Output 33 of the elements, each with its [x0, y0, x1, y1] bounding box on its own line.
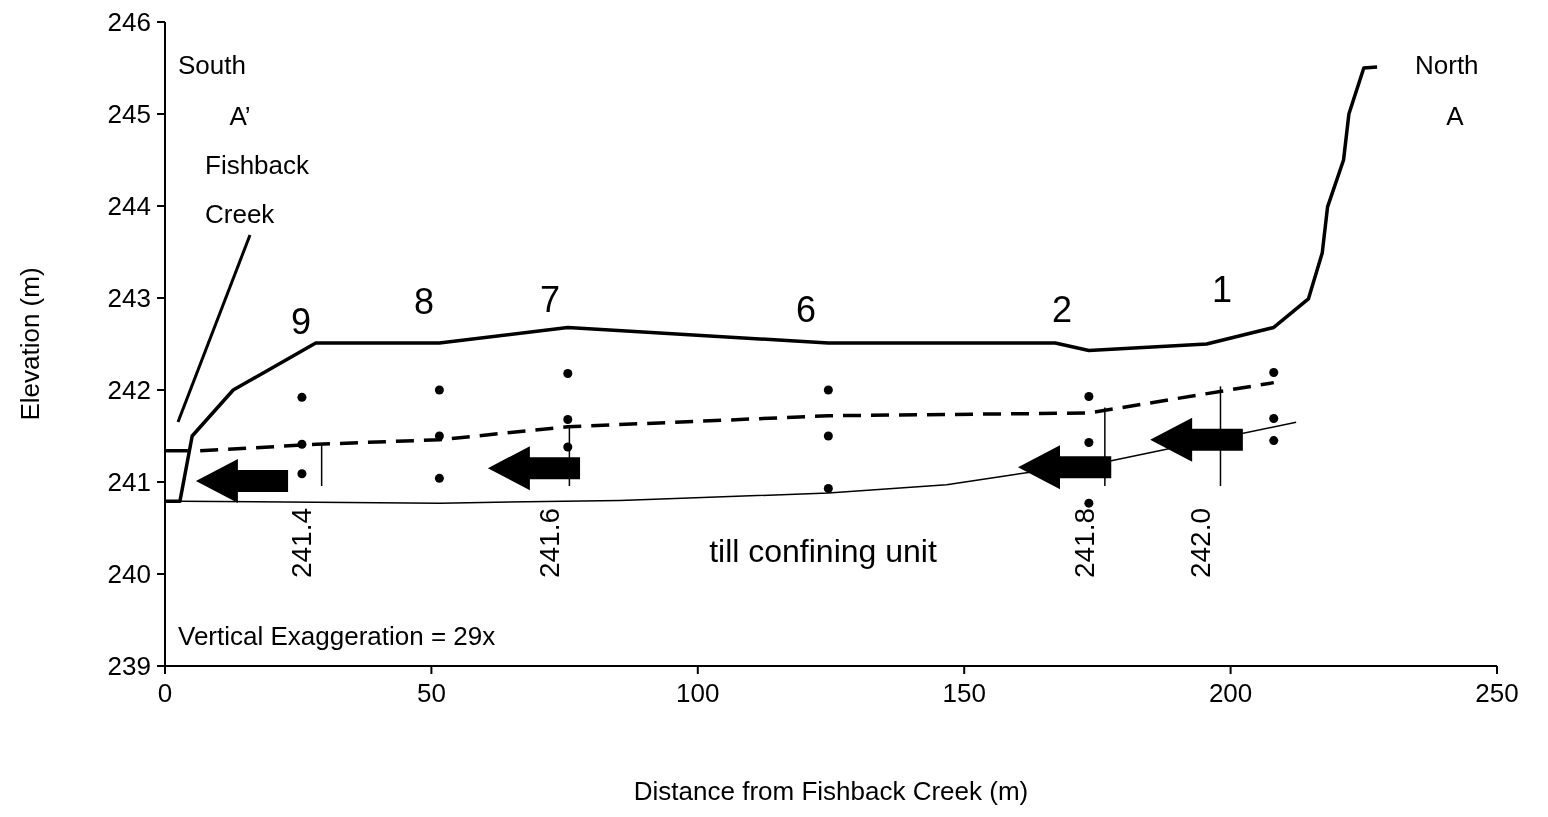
annotation: A’	[229, 101, 251, 131]
x-tick-label: 200	[1208, 678, 1253, 709]
annotation: 8	[413, 281, 435, 322]
x-tick-label: 0	[157, 678, 173, 709]
annotation: A	[1446, 101, 1465, 131]
annotation: till confining unit	[709, 533, 937, 569]
y-tick-label: 239	[107, 651, 151, 682]
annotation: 6	[795, 289, 817, 330]
annotation: Vertical Exaggeration = 29x	[178, 621, 496, 651]
annotation: 241.4	[286, 508, 318, 579]
annotation: Fishback Creek	[205, 150, 311, 230]
y-tick-label: 243	[107, 283, 151, 314]
x-tick-label: 50	[416, 678, 446, 709]
annotation: 242.0	[1184, 508, 1216, 579]
y-axis-title: Elevation (m)	[15, 267, 45, 421]
x-tick-label: 100	[676, 678, 720, 709]
annotation: 1	[1211, 269, 1233, 310]
y-tick-label: 245	[107, 99, 151, 130]
annotation: North	[1415, 50, 1479, 80]
y-tick-label: 244	[107, 191, 151, 222]
y-tick-label: 246	[107, 7, 151, 38]
x-axis-title: Distance from Fishback Creek (m)	[633, 776, 1029, 806]
y-tick-label: 242	[107, 375, 151, 406]
x-tick-label: 150	[942, 678, 986, 709]
y-tick-label: 241	[107, 467, 151, 498]
annotation: 2	[1051, 289, 1073, 330]
annotation: South	[178, 50, 246, 80]
x-tick-label: 250	[1475, 678, 1519, 709]
annotation: 241.8	[1069, 508, 1101, 579]
y-tick-label: 240	[107, 559, 151, 590]
annotation: 9	[290, 301, 312, 342]
annotation: 7	[539, 279, 561, 320]
annotation: 241.6	[533, 508, 565, 579]
